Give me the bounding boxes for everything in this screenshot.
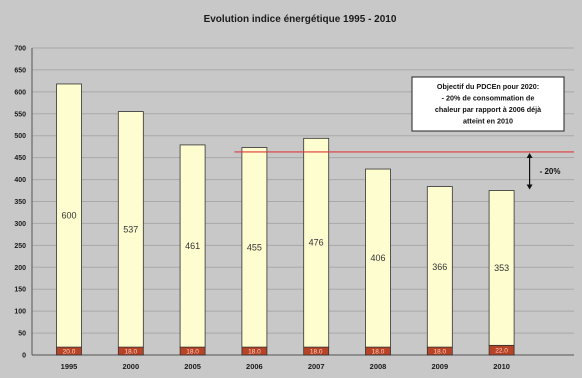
data-label-2000: 537: [123, 224, 138, 234]
data-label-2007: 476: [309, 238, 324, 248]
data-label-bottom-2000: 18.0: [124, 349, 137, 356]
y-tick-label-50: 50: [18, 331, 26, 338]
annotation-box: [411, 76, 565, 132]
data-label-bottom-2005: 18.0: [186, 349, 199, 356]
data-label-2005: 461: [185, 241, 200, 251]
y-tick-label-350: 350: [14, 199, 26, 206]
data-label-bottom-2009: 18.0: [433, 349, 446, 356]
annotation-line-2: - 20% de consommation de: [442, 94, 535, 103]
bar-top-2000: [117, 111, 144, 348]
bar-top-2008: [365, 168, 391, 348]
bar-top-2006: [241, 147, 268, 348]
data-label-bottom-2010: 22.0: [495, 348, 508, 355]
x-tick-label-2009: 2009: [431, 362, 448, 371]
y-tick-label-500: 500: [14, 133, 26, 140]
data-label-2010: 353: [494, 263, 509, 273]
bar-top-2007: [303, 137, 330, 348]
bar-top-2005: [179, 144, 206, 348]
bar-top-2009: [426, 186, 453, 348]
y-tick-label-550: 550: [14, 111, 26, 118]
y-tick-label-200: 200: [14, 265, 26, 272]
arrow-label: - 20%: [540, 167, 561, 176]
y-tick-label-600: 600: [14, 89, 26, 96]
bars: 600 20.0 537 18.0 461 18.0 455 18.0 476 18.0 406 18…: [56, 83, 515, 356]
data-label-bottom-2006: 18.0: [248, 349, 261, 356]
y-tick-label-0: 0: [22, 353, 26, 360]
x-tick-label-2005: 2005: [184, 362, 201, 371]
data-label-2009: 366: [432, 262, 447, 272]
chart-title: Evolution indice énergétique 1995 - 2010: [204, 14, 397, 25]
y-tick-label-100: 100: [14, 309, 26, 316]
bar-top-1995: [56, 83, 82, 348]
data-label-2008: 406: [370, 253, 385, 263]
data-label-bottom-1995: 20.0: [63, 349, 76, 356]
reference: - 20%: [234, 151, 574, 190]
x-tick-label-2010: 2010: [493, 362, 510, 371]
y-tick-label-300: 300: [14, 221, 26, 228]
x-tick-label-2007: 2007: [308, 362, 325, 371]
annotation-line-3: chaleur par rapport à 2006 déjà: [435, 105, 542, 114]
x-tick-label-2008: 2008: [370, 362, 387, 371]
annotation-line-4: atteint en 2010: [463, 117, 513, 126]
x-tick-label-1995: 1995: [61, 362, 78, 371]
y-tick-label-650: 650: [14, 67, 26, 74]
annotation: Objectif du PDCEn pour 2020: - 20% de con…: [411, 76, 565, 132]
annotation-line-1: Objectif du PDCEn pour 2020:: [437, 82, 539, 91]
y-tick-label-150: 150: [14, 287, 26, 294]
data-label-bottom-2007: 18.0: [310, 349, 323, 356]
bar-top-2010: [488, 190, 515, 346]
data-label-bottom-2008: 18.0: [372, 349, 385, 356]
x-tick-label-2006: 2006: [246, 362, 263, 371]
data-label-1995: 600: [61, 211, 76, 221]
x-tick-label-2000: 2000: [122, 362, 139, 371]
arrow-head-up: [526, 152, 533, 158]
y-tick-label-400: 400: [14, 177, 26, 184]
arrow-head-down: [526, 184, 533, 190]
y-tick-label-450: 450: [14, 155, 26, 162]
y-tick-label-250: 250: [14, 243, 26, 250]
y-tick-label-700: 700: [14, 46, 26, 53]
data-label-2006: 455: [247, 242, 262, 252]
